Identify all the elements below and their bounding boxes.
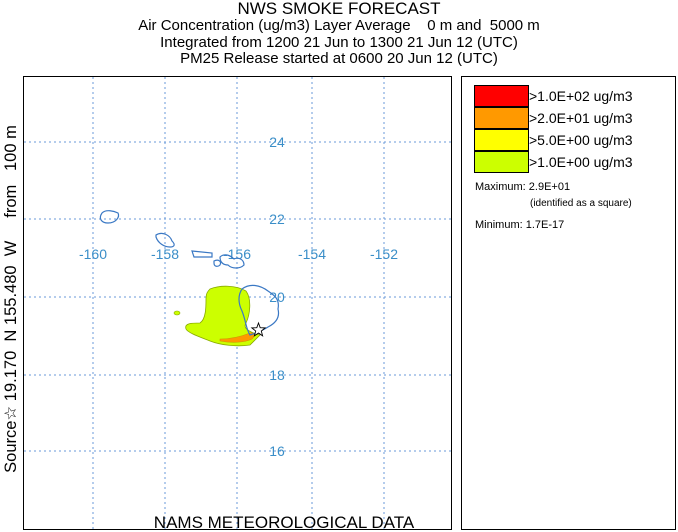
lanai-island	[213, 259, 222, 267]
latitude-label: 24	[269, 134, 285, 150]
maximum-value: Maximum: 2.9E+01	[475, 181, 571, 193]
integration-period: Integrated from 1200 21 Jun to 1300 21 J…	[160, 33, 518, 51]
longitude-label: -152	[370, 246, 398, 262]
source-location-label: Source☆ 19.170 N 155.480 W from 100 m	[2, 125, 20, 473]
longitude-label: -158	[151, 246, 179, 262]
hawaii-map: -160 -158 -156 -154 -152 24 22 20 18 16	[24, 77, 451, 529]
legend-label: >1.0E+02 ug/m3	[529, 88, 633, 104]
legend-swatch-yellow	[474, 129, 529, 151]
latitude-label: 18	[269, 367, 285, 383]
legend-swatch-red	[474, 85, 529, 107]
forecast-title: NWS SMOKE FORECAST	[237, 0, 441, 18]
legend-item: >1.0E+02 ug/m3	[474, 85, 674, 107]
legend-panel: >1.0E+02 ug/m3 >2.0E+01 ug/m3 >5.0E+00 u…	[461, 76, 676, 530]
longitude-label: -160	[79, 246, 107, 262]
map-panel: -160 -158 -156 -154 -152 24 22 20 18 16	[23, 76, 452, 530]
legend-item: >5.0E+00 ug/m3	[474, 129, 674, 151]
latitude-label: 16	[269, 443, 285, 459]
met-data-label: NAMS METEOROLOGICAL DATA	[153, 513, 415, 532]
smoke-plume-islet	[173, 310, 181, 316]
legend-label: >5.0E+00 ug/m3	[529, 132, 633, 148]
forecast-header: NWS SMOKE FORECAST Air Concentration (ug…	[0, 0, 678, 68]
big-island	[238, 284, 280, 336]
longitude-label: -154	[298, 246, 326, 262]
legend-item: >2.0E+01 ug/m3	[474, 107, 674, 129]
smoke-plume-low	[185, 285, 261, 347]
legend-label: >1.0E+00 ug/m3	[529, 154, 633, 170]
concentration-subtitle: Air Concentration (ug/m3) Layer Average …	[138, 17, 540, 34]
legend-swatch-lime	[474, 151, 529, 173]
legend-label: >2.0E+01 ug/m3	[529, 110, 633, 126]
map-grid	[24, 77, 451, 529]
molokai-island	[191, 250, 213, 258]
legend-swatch-orange	[474, 107, 529, 129]
latitude-label: 22	[269, 211, 285, 227]
star-icon	[250, 321, 267, 337]
minimum-value: Minimum: 1.7E-17	[475, 219, 565, 231]
longitude-label: -156	[223, 246, 251, 262]
maximum-note: (identified as a square)	[530, 198, 632, 209]
release-time: PM25 Release started at 0600 20 Jun 12 (…	[180, 50, 498, 67]
legend-item: >1.0E+00 ug/m3	[474, 151, 674, 173]
coastlines	[99, 210, 280, 336]
latitude-label: 20	[269, 289, 285, 305]
maui-island	[219, 254, 245, 269]
niihau-island	[99, 210, 120, 224]
oahu-island	[155, 232, 175, 248]
smoke-plume-mid	[219, 332, 255, 343]
